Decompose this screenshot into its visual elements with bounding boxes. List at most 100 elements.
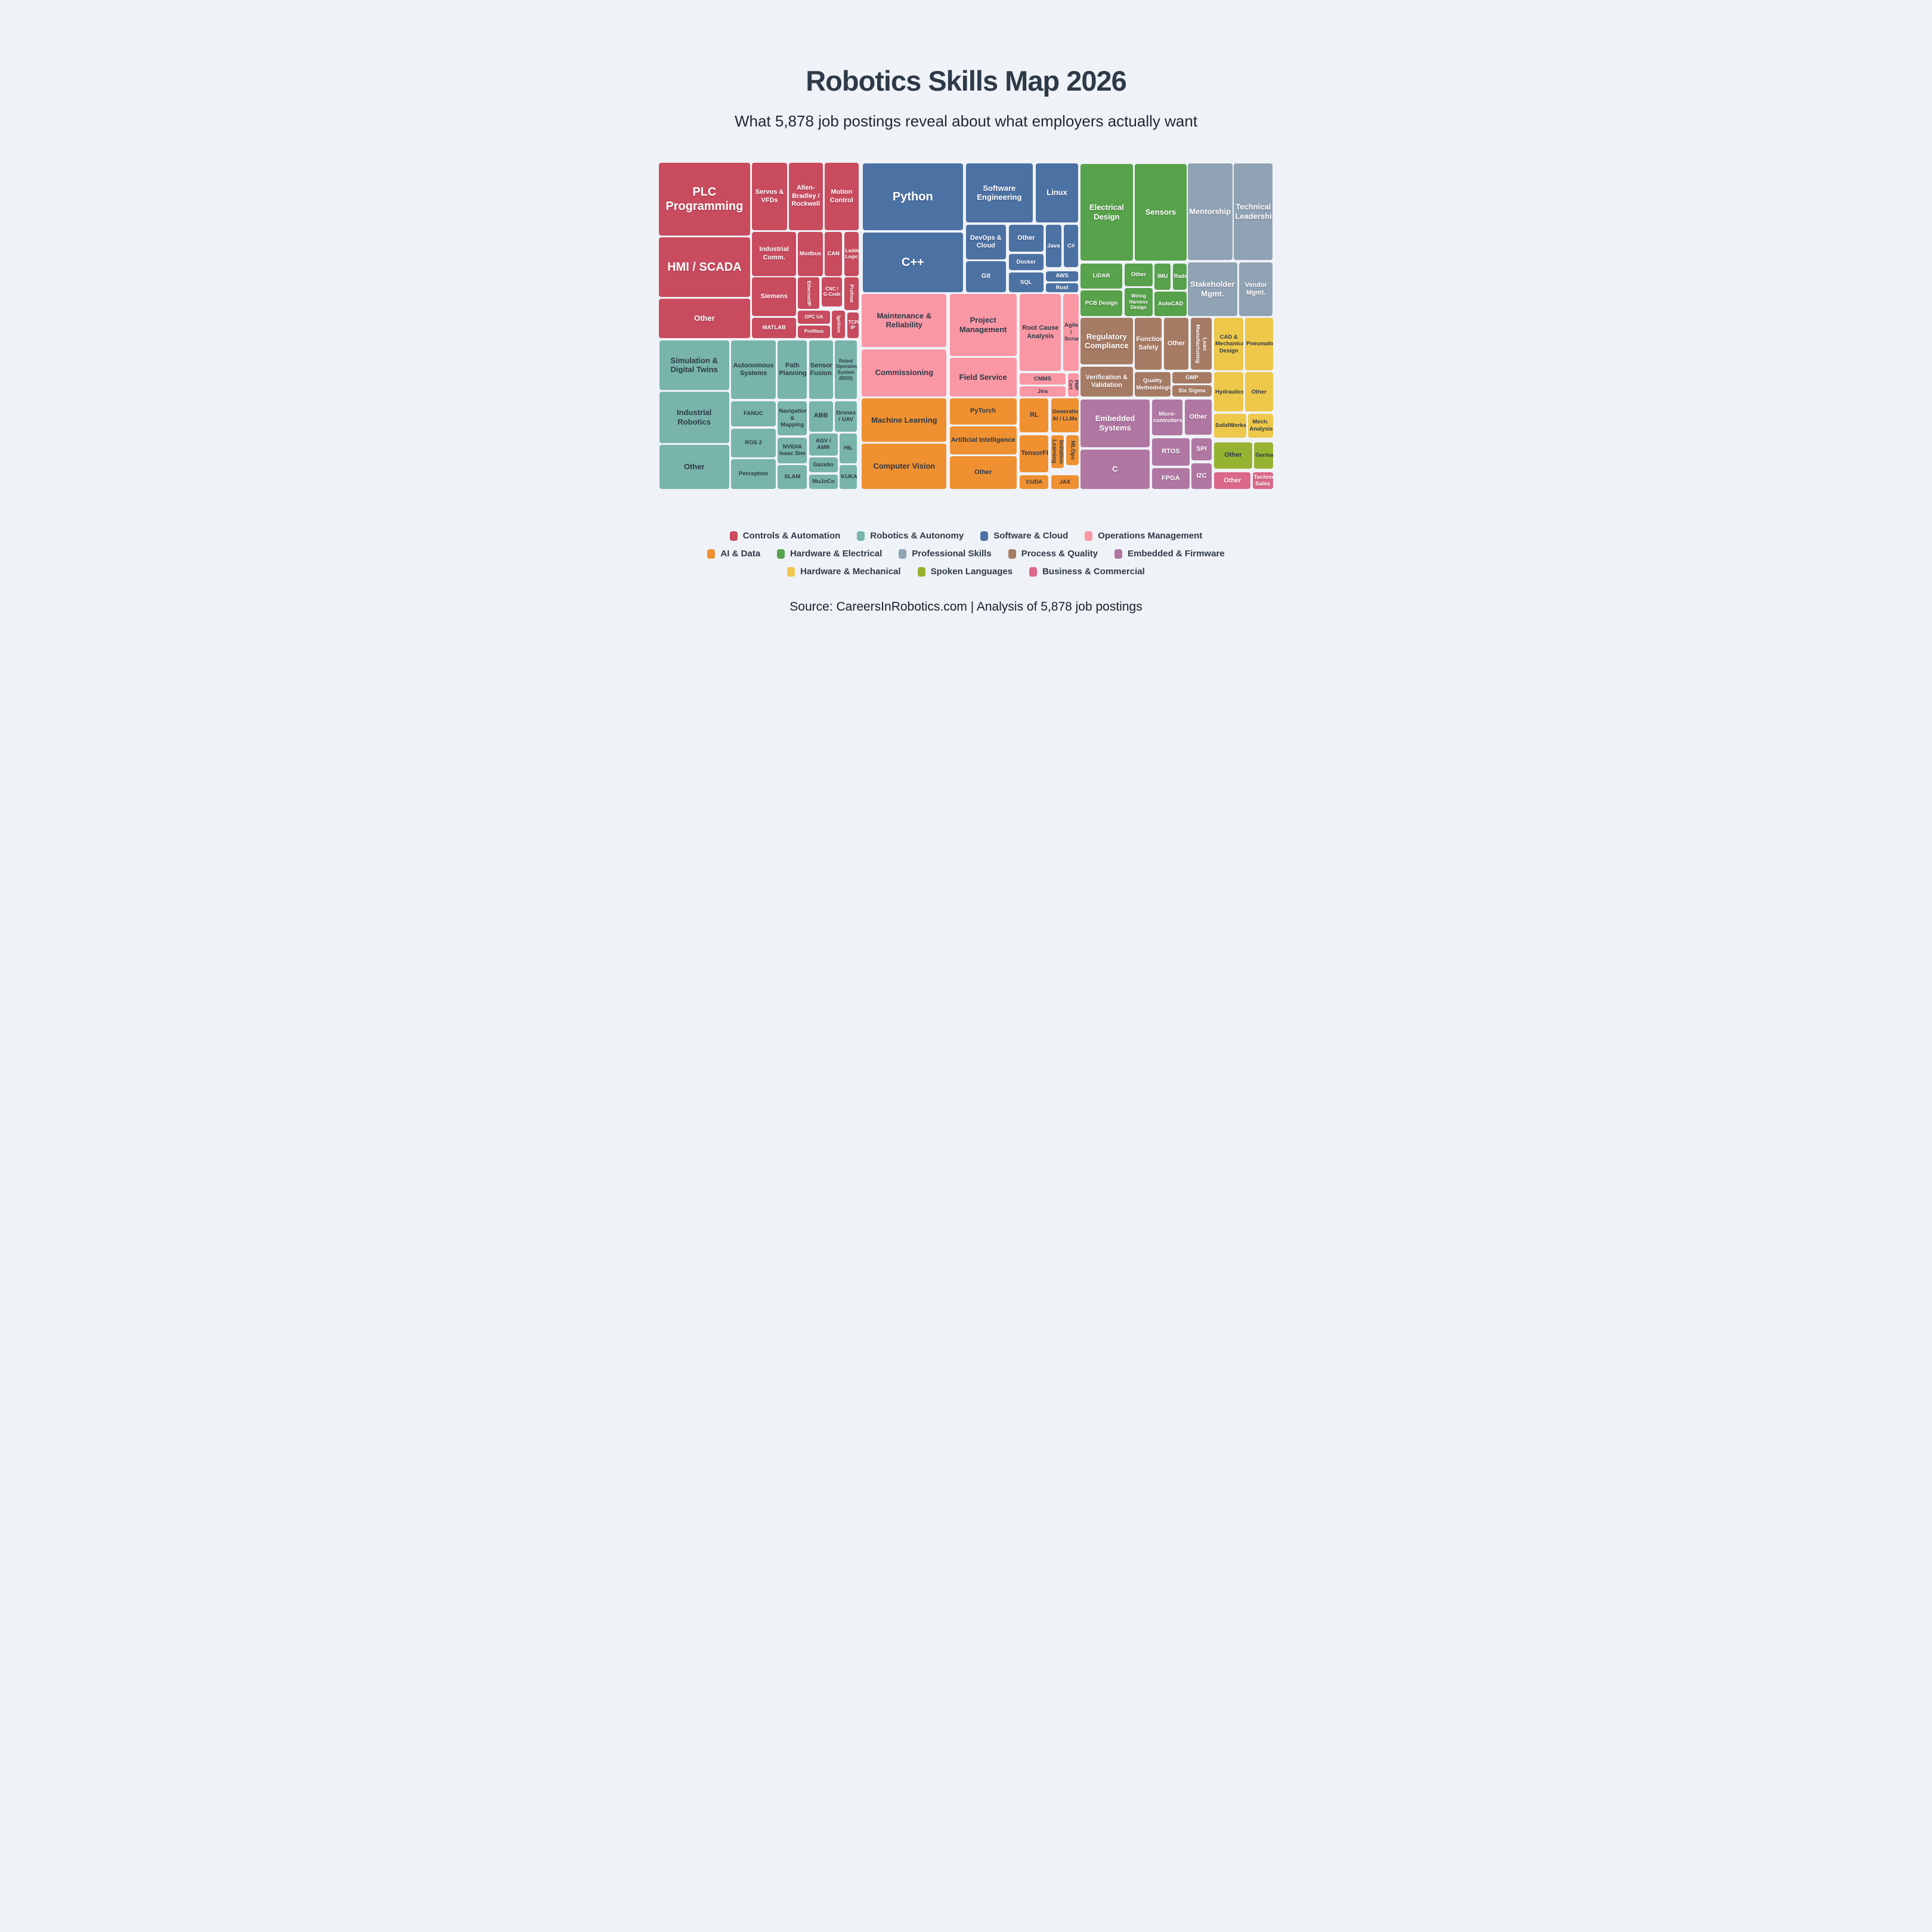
legend-label: AI & Data <box>720 549 761 559</box>
tile-label: C# <box>1067 242 1075 249</box>
treemap-tile-mechanical-hydraulics: Hydraulics <box>1214 372 1244 412</box>
treemap-tile-operations-project-management: Project Management <box>949 294 1017 356</box>
tile-label: SLAM <box>784 473 801 481</box>
treemap-tile-software-aws: AWS <box>1046 271 1079 281</box>
tile-label: PMP Cert <box>1067 379 1079 391</box>
tile-label: Agile / Scrum <box>1064 322 1079 343</box>
tile-label: Drones / UAV <box>836 409 856 423</box>
tile-label: Vendor Mgmt. <box>1244 281 1267 296</box>
treemap-tile-robotics-agv-amr: AGV / AMR <box>809 433 838 456</box>
tile-label: Profibus <box>804 329 824 335</box>
tile-label: Allen-Bradley / Rockwell <box>791 184 821 208</box>
tile-label: CUDA <box>1026 478 1043 485</box>
treemap-tile-embedded-c: C <box>1080 449 1150 490</box>
treemap-tile-mechanical-cad-mechanical-design: CAD & Mechanical Design <box>1214 318 1244 371</box>
tile-label: Other <box>1017 234 1035 242</box>
legend-item-operations: Operations Management <box>1085 531 1202 541</box>
tile-label: Commissioning <box>875 368 934 377</box>
treemap-tile-languages-german: German <box>1254 442 1273 469</box>
tile-label: Navigation & Mapping <box>779 408 807 429</box>
treemap-tile-languages-other: Other <box>1214 442 1252 469</box>
treemap-tile-operations-root-cause-analysis: Root Cause Analysis <box>1020 294 1061 371</box>
treemap-tile-operations-cmms: CMMS <box>1020 373 1066 385</box>
tile-label: HMI / SCADA <box>667 260 742 274</box>
tile-label: MATLAB <box>762 324 786 332</box>
tile-label: Linux <box>1046 188 1067 197</box>
treemap-tile-ai-artificial-intelligence: Artificial Intelligence <box>949 426 1017 454</box>
treemap-tile-robotics-path-planning: Path Planning <box>778 340 807 400</box>
tile-label: I2C <box>1196 472 1207 479</box>
treemap-tile-hardware_electrical-pcb-design: PCB Design <box>1080 290 1123 316</box>
treemap-tile-controls-ethernet-ip: Ethernet/IP <box>798 277 820 309</box>
legend-item-mechanical: Hardware & Mechanical <box>787 566 901 577</box>
treemap-tile-embedded-spi: SPI <box>1191 438 1212 461</box>
tile-label: Other <box>1189 413 1207 420</box>
treemap-tile-ai-imitation-learning: Imitation Learning <box>1051 435 1064 469</box>
tile-label: Motion Control <box>829 188 853 204</box>
treemap-tile-controls-tcp-ip: TCP/ IP <box>847 312 859 338</box>
tile-label: RL <box>1029 411 1039 419</box>
treemap-tile-software-software-engineering: Software Engineering <box>966 163 1033 223</box>
tile-label: Micro-controllers <box>1153 410 1182 425</box>
treemap-tile-controls-modbus: Modbus <box>798 232 823 276</box>
tile-label: SPI <box>1196 445 1207 453</box>
tile-label: CNC / G-Code <box>823 286 841 298</box>
tile-label: Mech. Analysis <box>1249 419 1273 432</box>
treemap-tile-robotics-abb: ABB <box>809 401 833 432</box>
legend-label: Business & Commercial <box>1042 566 1145 577</box>
treemap-tile-controls-can: CAN <box>825 232 843 276</box>
treemap-tile-software-devops-cloud: DevOps & Cloud <box>966 225 1006 259</box>
tile-label: Computer Vision <box>873 462 936 471</box>
legend-row-3: Hardware & Mechanical Spoken Languages Bus… <box>787 566 1145 577</box>
treemap-tile-hardware_electrical-imu: IMU <box>1154 263 1171 290</box>
treemap-tile-hardware_electrical-wiring-harness-design: Wiring Harness Design <box>1124 288 1153 316</box>
treemap-tile-software-linux: Linux <box>1035 163 1079 223</box>
treemap-tile-operations-jira: Jira <box>1020 386 1066 397</box>
treemap-tile-ai-generative-ai-llms: Generative AI / LLMs <box>1051 398 1079 433</box>
tile-label: ABB <box>813 412 828 420</box>
treemap-tile-process-verification-validation: Verification & Validation <box>1080 367 1133 397</box>
legend-label: Software & Cloud <box>993 531 1069 541</box>
legend-item-ai: AI & Data <box>707 549 760 559</box>
legend-item-business: Business & Commercial <box>1029 566 1145 577</box>
tile-label: Six Sigma <box>1178 387 1206 394</box>
legend-label: Operations Management <box>1098 531 1203 541</box>
treemap-tile-controls-ladder-logic: Ladder Logic <box>844 232 859 276</box>
treemap-tile-software-python: Python <box>862 163 963 231</box>
tile-label: Machine Learning <box>871 415 937 425</box>
legend-swatch-operations <box>1085 531 1093 541</box>
tile-label: Quality Methodologies <box>1136 377 1170 391</box>
tile-label: Git <box>981 273 990 280</box>
treemap-tile-mechanical-solidworks: SolidWorks <box>1214 414 1246 438</box>
treemap-tile-mechanical-pneumatics: Pneumatics <box>1245 318 1273 371</box>
legend-item-robotics: Robotics & Autonomy <box>857 531 964 541</box>
tile-label: DevOps & Cloud <box>970 234 1002 249</box>
legend-label: Embedded & Firmware <box>1128 549 1225 559</box>
infographic-page: Robotics Skills Map 2026 What 5,878 job … <box>644 0 1288 644</box>
treemap-tile-hardware_electrical-other: Other <box>1124 263 1153 286</box>
treemap-tile-robotics-autonomous-systems: Autonomous Systems <box>731 340 776 400</box>
tile-label: SolidWorks <box>1215 422 1246 429</box>
treemap-tile-software-c: C++ <box>862 233 963 292</box>
treemap-tile-embedded-rtos: RTOS <box>1151 438 1190 466</box>
treemap-tile-mechanical-other: Other <box>1245 372 1273 412</box>
treemap-tile-robotics-slam: SLAM <box>778 465 807 489</box>
tile-label: Other <box>1224 451 1242 459</box>
treemap-tile-controls-profinet: Profinet <box>844 277 859 310</box>
treemap-tile-robotics-ros-2: ROS 2 <box>731 428 776 457</box>
treemap-tile-robotics-gazebo: Gazebo <box>809 457 838 473</box>
treemap-tile-software-rust: Rust <box>1046 283 1079 292</box>
tile-label: NVIDIA Isaac Sim <box>779 443 806 457</box>
treemap-tile-operations-commissioning: Commissioning <box>862 349 947 397</box>
tile-label: Technical Sales <box>1253 473 1273 488</box>
tile-label: MuJoCo <box>812 478 835 485</box>
legend-item-controls: Controls & Automation <box>729 531 840 541</box>
legend-label: Process & Quality <box>1021 549 1098 559</box>
tile-label: Profinet <box>849 284 854 303</box>
treemap-tile-professional-mentorship: Mentorship <box>1187 163 1233 260</box>
treemap-tile-controls-profibus: Profibus <box>798 325 830 338</box>
treemap-tile-ai-pytorch: PyTorch <box>949 398 1017 425</box>
tile-label: CAN <box>827 250 840 258</box>
treemap-tile-robotics-sensor-fusion: Sensor Fusion <box>809 340 833 400</box>
treemap-tile-operations-agile-scrum: Agile / Scrum <box>1063 294 1079 371</box>
